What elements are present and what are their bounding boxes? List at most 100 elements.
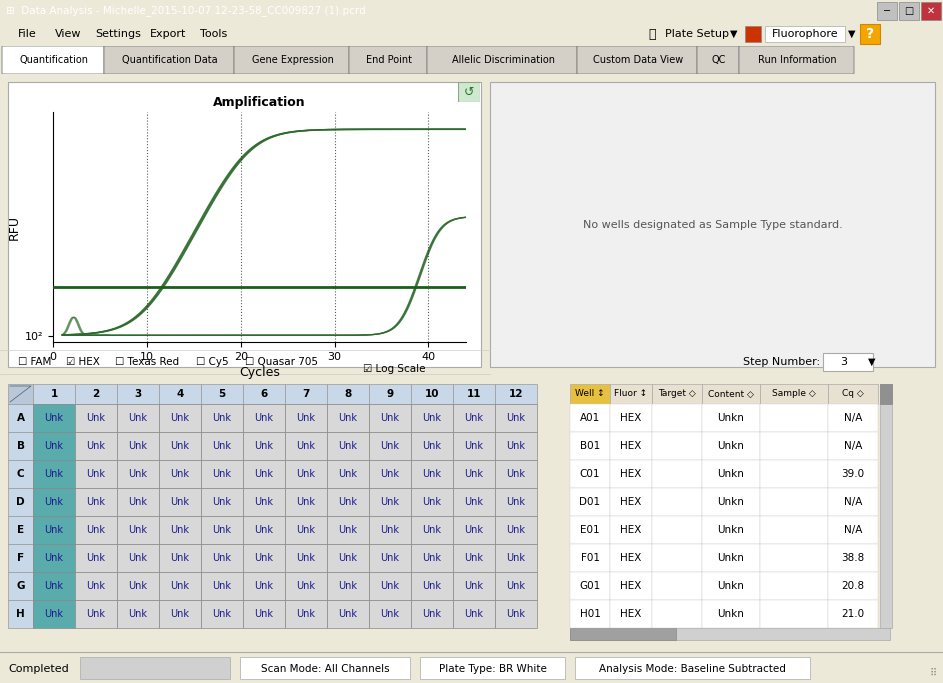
FancyBboxPatch shape <box>427 46 577 74</box>
Text: Unkn: Unkn <box>718 497 744 507</box>
Text: Unk: Unk <box>506 441 525 451</box>
Text: Unk: Unk <box>339 609 357 619</box>
Text: HEX: HEX <box>620 581 641 591</box>
Bar <box>117 460 159 488</box>
Text: Unk: Unk <box>422 609 441 619</box>
Bar <box>877 2 897 20</box>
Bar <box>8 572 33 600</box>
Bar <box>243 544 285 572</box>
Bar <box>8 384 33 404</box>
Text: Unk: Unk <box>87 581 106 591</box>
Text: G: G <box>16 581 25 591</box>
Text: Unk: Unk <box>44 609 63 619</box>
Text: Unk: Unk <box>422 525 441 535</box>
Text: Allelic Discrimination: Allelic Discrimination <box>452 55 554 65</box>
Text: Quantification Data: Quantification Data <box>123 55 218 65</box>
Bar <box>610 516 652 544</box>
Bar <box>495 572 537 600</box>
Bar <box>760 460 828 488</box>
Text: N/A: N/A <box>844 497 862 507</box>
Text: A01: A01 <box>580 413 600 423</box>
Bar <box>369 572 411 600</box>
Text: Unk: Unk <box>296 609 316 619</box>
Text: Unk: Unk <box>422 441 441 451</box>
Text: Unkn: Unkn <box>718 553 744 563</box>
Text: HEX: HEX <box>620 553 641 563</box>
Bar <box>575 657 810 679</box>
Bar <box>33 516 75 544</box>
Text: 10: 10 <box>424 389 439 399</box>
Text: F: F <box>17 553 25 563</box>
Text: Unk: Unk <box>44 413 63 423</box>
Text: Plate Setup: Plate Setup <box>665 29 729 39</box>
Text: Unk: Unk <box>380 497 400 507</box>
Text: Unk: Unk <box>212 609 231 619</box>
Text: Unk: Unk <box>380 525 400 535</box>
Bar <box>702 600 760 628</box>
Bar <box>117 384 159 404</box>
Bar <box>117 516 159 544</box>
Bar <box>453 572 495 600</box>
Bar <box>495 404 537 432</box>
Bar <box>75 572 117 600</box>
Text: ☐ FAM: ☐ FAM <box>18 357 51 367</box>
Text: Analysis Mode: Baseline Subtracted: Analysis Mode: Baseline Subtracted <box>599 664 786 674</box>
Bar <box>610 572 652 600</box>
Text: End Point: End Point <box>366 55 412 65</box>
Text: 🖥: 🖥 <box>648 27 655 40</box>
Text: Unk: Unk <box>506 469 525 479</box>
Bar <box>159 600 201 628</box>
Bar <box>327 516 369 544</box>
Bar <box>652 544 702 572</box>
Bar <box>702 516 760 544</box>
Text: Fluorophore: Fluorophore <box>771 29 838 39</box>
Bar <box>75 544 117 572</box>
Bar <box>159 404 201 432</box>
Text: Unkn: Unkn <box>718 581 744 591</box>
Bar <box>159 516 201 544</box>
Text: Fluor ↕: Fluor ↕ <box>615 389 648 398</box>
Bar <box>117 432 159 460</box>
Bar <box>75 516 117 544</box>
Bar <box>760 404 828 432</box>
Text: Unk: Unk <box>422 413 441 423</box>
Text: Unk: Unk <box>87 553 106 563</box>
Text: Unk: Unk <box>87 609 106 619</box>
Text: Unkn: Unkn <box>718 525 744 535</box>
Text: Unk: Unk <box>87 441 106 451</box>
Bar <box>159 460 201 488</box>
Bar <box>760 488 828 516</box>
Bar <box>201 600 243 628</box>
Bar <box>159 384 201 404</box>
Bar <box>652 432 702 460</box>
Bar <box>411 516 453 544</box>
Text: Unk: Unk <box>465 581 484 591</box>
Bar <box>201 384 243 404</box>
Bar <box>702 432 760 460</box>
Bar <box>243 432 285 460</box>
Bar <box>453 488 495 516</box>
Text: Unk: Unk <box>296 413 316 423</box>
Text: Unk: Unk <box>296 441 316 451</box>
Text: Unk: Unk <box>87 525 106 535</box>
Text: Unk: Unk <box>44 441 63 451</box>
Bar <box>570 628 676 640</box>
Text: ✕: ✕ <box>927 6 935 16</box>
Text: HEX: HEX <box>620 497 641 507</box>
Text: Unkn: Unkn <box>718 413 744 423</box>
Bar <box>921 2 941 20</box>
Bar <box>828 516 878 544</box>
Text: E01: E01 <box>580 525 600 535</box>
Bar <box>369 432 411 460</box>
Text: Unk: Unk <box>128 525 147 535</box>
Text: Unk: Unk <box>380 413 400 423</box>
Bar <box>243 572 285 600</box>
FancyBboxPatch shape <box>697 46 739 74</box>
Text: Unk: Unk <box>296 581 316 591</box>
Text: 2: 2 <box>92 389 100 399</box>
Bar <box>828 572 878 600</box>
Bar <box>201 404 243 432</box>
Text: Unk: Unk <box>506 553 525 563</box>
Text: Unk: Unk <box>339 413 357 423</box>
Text: Unk: Unk <box>465 497 484 507</box>
